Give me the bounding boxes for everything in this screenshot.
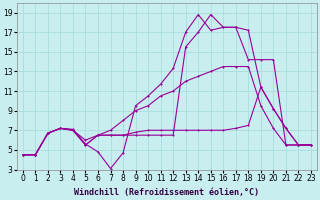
X-axis label: Windchill (Refroidissement éolien,°C): Windchill (Refroidissement éolien,°C) <box>74 188 260 197</box>
